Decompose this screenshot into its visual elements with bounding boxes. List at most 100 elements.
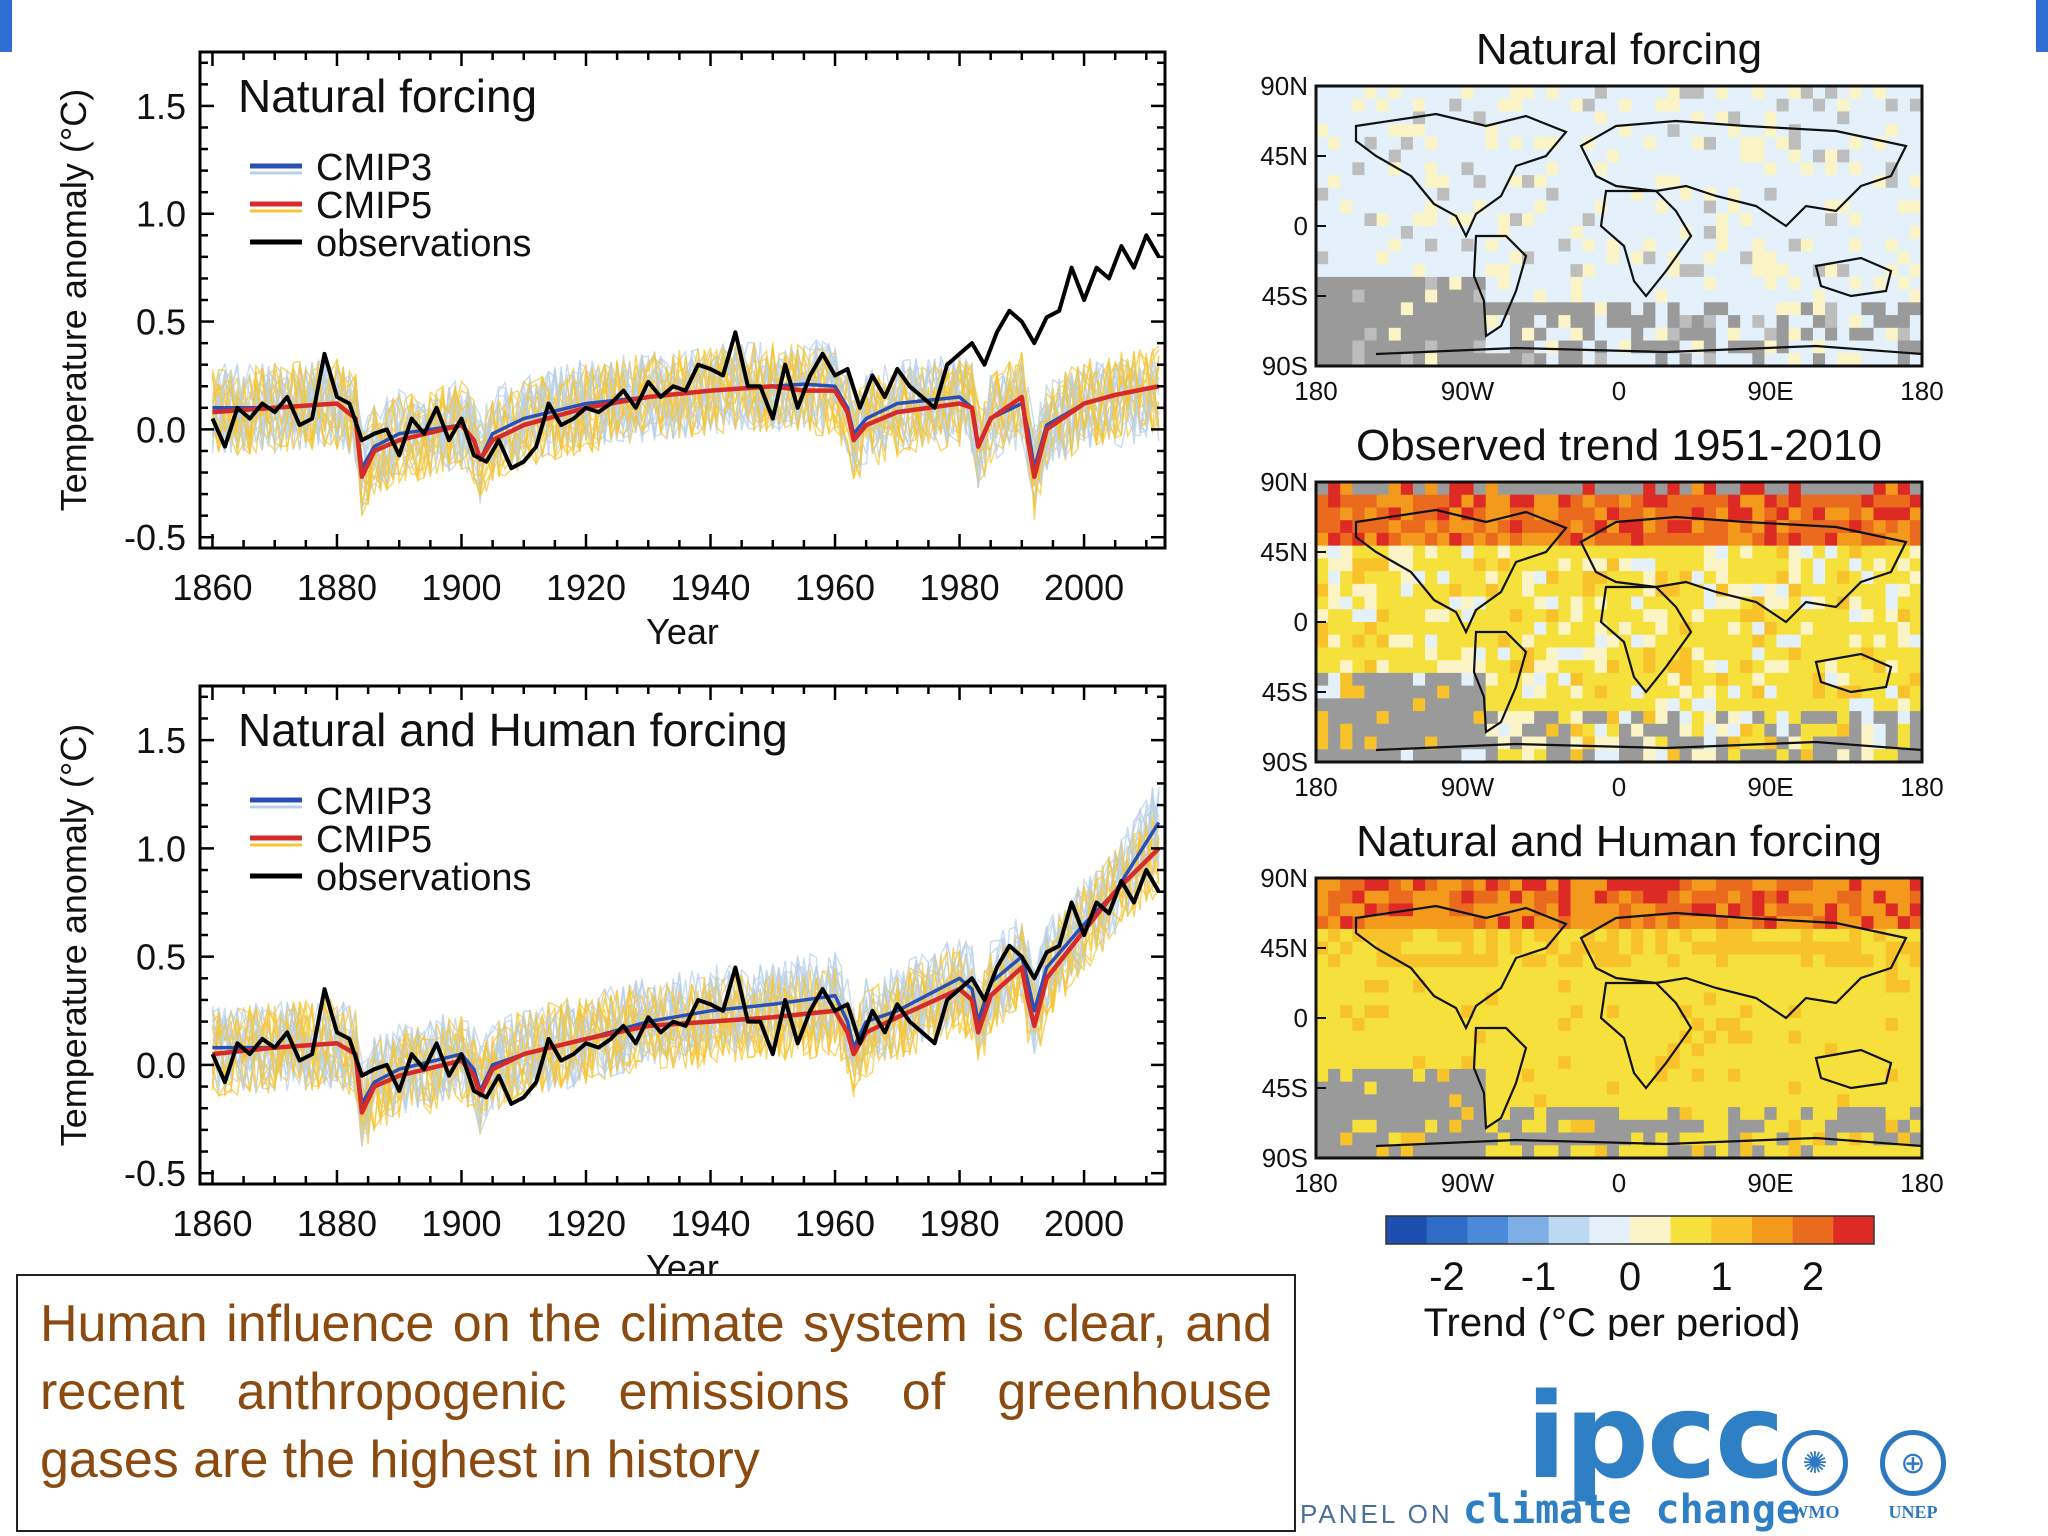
map-cell: [1764, 583, 1778, 598]
map-cell: [1388, 1132, 1402, 1146]
map-cell: [1400, 1107, 1414, 1121]
map-cell: [1594, 711, 1608, 725]
map-cell: [1740, 736, 1753, 750]
map-cell: [1606, 213, 1620, 227]
map-cell: [1619, 979, 1632, 994]
map-cell: [1740, 1068, 1753, 1083]
map-cell: [1715, 711, 1729, 725]
map-cell: [1728, 647, 1741, 661]
map-cell: [1376, 124, 1390, 138]
map-cell: [1412, 685, 1426, 699]
map-cell: [1412, 251, 1426, 265]
map-cell: [1728, 200, 1741, 214]
map-cell: [1667, 941, 1681, 955]
map-cell: [1740, 685, 1753, 699]
map-cell: [1849, 149, 1862, 163]
map-cell: [1643, 1005, 1656, 1019]
map-cell: [1364, 941, 1378, 955]
map-cell: [1703, 660, 1717, 674]
map-cell: [1728, 238, 1741, 253]
map-cell: [1740, 226, 1753, 240]
map-cell: [1788, 979, 1802, 994]
map-cell: [1558, 634, 1572, 649]
map-cell: [1534, 711, 1547, 725]
map-cell: [1534, 1018, 1547, 1032]
map-cell: [1412, 545, 1426, 559]
map-cell: [1655, 941, 1669, 955]
map-cell: [1655, 967, 1669, 981]
map-cell: [1752, 136, 1766, 151]
map-cell: [1728, 736, 1741, 750]
map-cell: [1631, 1081, 1644, 1095]
map-cell: [1449, 124, 1463, 138]
map-cell: [1522, 723, 1535, 738]
map-cell: [1558, 187, 1572, 202]
map-cell: [1837, 596, 1850, 610]
map-cell: [1546, 672, 1559, 687]
colorbar-swatch: [1711, 1216, 1753, 1244]
map-cell: [1509, 1043, 1523, 1057]
map-cell: [1522, 213, 1535, 227]
map-cell: [1376, 251, 1390, 265]
map-cell: [1788, 1018, 1802, 1032]
map-cell: [1570, 532, 1584, 547]
map-cell: [1388, 276, 1402, 291]
map-cell: [1522, 187, 1535, 202]
map-cell: [1643, 1043, 1656, 1057]
map-cell: [1837, 992, 1850, 1006]
map-cell: [1861, 558, 1875, 572]
map-cell: [1825, 149, 1838, 163]
map-cell: [1812, 494, 1826, 509]
map-cell: [1800, 1145, 1814, 1159]
map-cell: [1485, 634, 1499, 649]
map-cell: [1328, 736, 1341, 750]
map-cell: [1909, 660, 1923, 674]
map-cell: [1582, 1107, 1596, 1121]
map-cell: [1546, 98, 1559, 113]
map-cell: [1885, 353, 1899, 367]
map-cell: [1522, 175, 1535, 189]
map-cell: [1788, 967, 1802, 981]
map-cell: [1643, 494, 1656, 509]
map-cell: [1412, 353, 1426, 367]
map-cell: [1437, 136, 1450, 151]
map-cell: [1425, 289, 1438, 303]
coastline-outline: [1599, 189, 1693, 298]
map-cell: [1437, 149, 1450, 163]
map-cell: [1728, 136, 1741, 151]
map-cell: [1788, 954, 1802, 968]
map-cell: [1667, 583, 1681, 598]
map-cell: [1740, 698, 1753, 712]
map-cell: [1316, 672, 1329, 687]
map-cell: [1340, 149, 1353, 163]
map-cell: [1837, 238, 1850, 253]
map-cell: [1764, 276, 1778, 291]
map-cell: [1849, 890, 1862, 905]
map-cell: [1437, 1107, 1450, 1121]
map-cell: [1534, 979, 1547, 994]
map-cell: [1619, 890, 1632, 905]
map-cell: [1328, 583, 1341, 598]
map-cell: [1388, 98, 1402, 113]
map-cell: [1473, 1056, 1487, 1070]
map-cell: [1764, 941, 1778, 955]
map-cell: [1376, 340, 1390, 354]
map-cell: [1546, 1005, 1559, 1019]
map-cell: [1534, 200, 1547, 214]
map-cell: [1534, 1107, 1547, 1121]
map-cell: [1534, 86, 1547, 100]
map-cell: [1703, 545, 1717, 559]
map-cell: [1546, 979, 1559, 994]
map-cell: [1740, 340, 1753, 354]
map-cell: [1594, 507, 1608, 521]
map-cell: [1497, 685, 1511, 699]
map-cell: [1619, 571, 1632, 585]
map-cell: [1328, 1018, 1341, 1032]
map-cell: [1909, 941, 1923, 955]
map-cell: [1703, 558, 1717, 572]
map-cell: [1776, 238, 1790, 253]
map-cell: [1425, 749, 1438, 763]
map-cell: [1485, 111, 1499, 125]
map-cell: [1316, 558, 1329, 572]
map-cell: [1861, 928, 1875, 943]
